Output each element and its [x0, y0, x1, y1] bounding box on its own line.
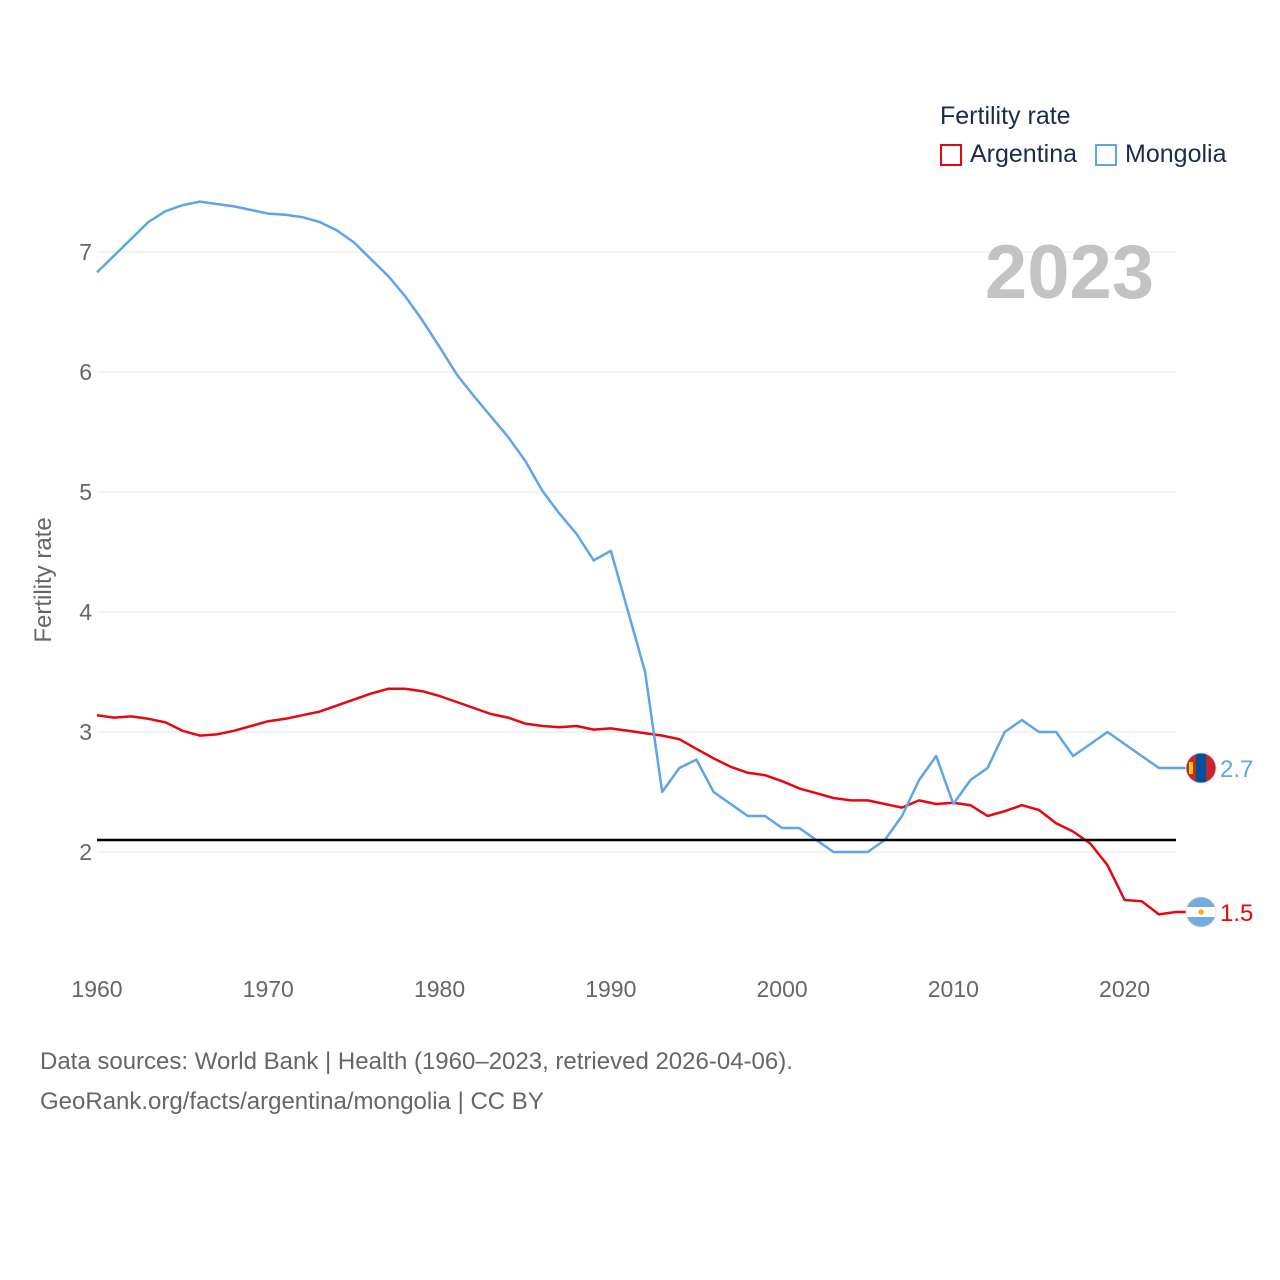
series-lines: [96, 200, 1177, 916]
series-line-mongolia: [96, 200, 1176, 854]
legend-item-argentina[interactable]: Argentina: [940, 140, 1077, 169]
x-tick-label: 2010: [928, 976, 979, 1002]
y-tick-label: 4: [79, 599, 92, 625]
legend: Fertility rate Argentina Mongolia: [940, 100, 1244, 169]
legend-title: Fertility rate: [940, 102, 1071, 130]
y-tick-label: 7: [79, 239, 92, 265]
legend-swatch-argentina: [940, 143, 962, 166]
x-tick-label: 1960: [71, 976, 122, 1002]
y-tick-label: 2: [79, 839, 92, 865]
y-tick-label: 6: [79, 359, 92, 385]
grid-lines: [97, 251, 1176, 853]
y-axis-ticks: 2 3 4 5 6 7: [79, 239, 92, 865]
argentina-flag-icon: [1185, 896, 1217, 928]
x-tick-label: 2020: [1099, 976, 1150, 1002]
end-value-label-mongolia: 2.7: [1220, 756, 1253, 783]
x-axis-ticks: 1960 1970 1980 1990 2000 2010 2020: [71, 976, 1150, 1002]
legend-item-mongolia[interactable]: Mongolia: [1095, 140, 1226, 169]
footer: Data sources: World Bank | Health (1960–…: [40, 1042, 793, 1122]
legend-swatch-mongolia: [1095, 143, 1118, 166]
source-url-text: GeoRank.org/facts/argentina/mongolia | C…: [40, 1088, 544, 1115]
y-axis-title: Fertility rate: [30, 517, 57, 642]
mongolia-flag-icon: [1185, 752, 1217, 784]
current-year-label: 2023: [984, 230, 1154, 315]
data-source-text: Data sources: World Bank | Health (1960–…: [40, 1048, 793, 1075]
end-value-label-argentina: 1.5: [1220, 900, 1253, 927]
y-tick-label: 3: [79, 719, 92, 745]
x-tick-label: 2000: [756, 976, 807, 1002]
x-tick-label: 1990: [585, 976, 636, 1002]
x-tick-label: 1970: [243, 976, 294, 1002]
legend-label-argentina: Argentina: [970, 140, 1078, 168]
series-line-argentina: [96, 687, 1177, 916]
y-tick-label: 5: [79, 479, 92, 505]
series-end-labels: 1.5 2.7: [1176, 752, 1253, 928]
x-tick-label: 1980: [414, 976, 465, 1002]
legend-label-mongolia: Mongolia: [1125, 140, 1227, 168]
